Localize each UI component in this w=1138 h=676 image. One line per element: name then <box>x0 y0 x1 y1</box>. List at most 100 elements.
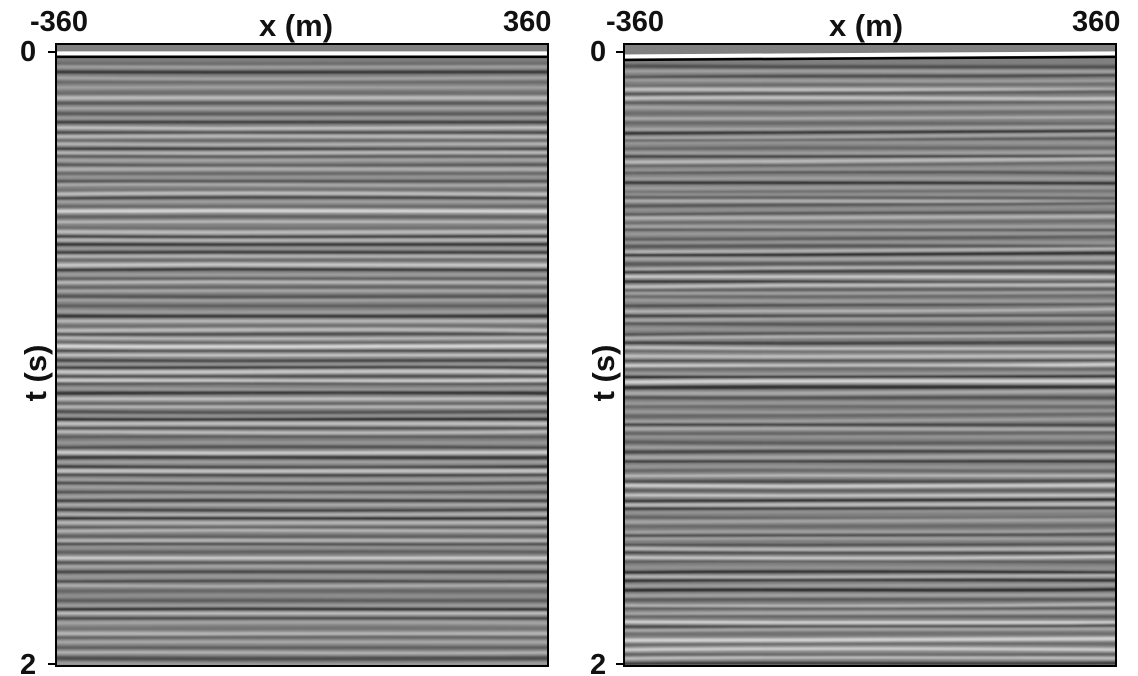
reflection-stripe <box>56 237 548 242</box>
reflection-stripe <box>624 593 1116 598</box>
panel-left-y-tick-2: 2 <box>20 649 36 676</box>
reflection-stripe <box>624 133 1116 139</box>
reflection-stripe <box>624 105 1116 111</box>
reflection-stripe <box>624 161 1116 167</box>
reflection-stripe <box>56 280 548 284</box>
reflection-stripe <box>624 464 1116 469</box>
reflection-stripe <box>624 515 1116 520</box>
reflection-stripe <box>624 610 1116 616</box>
reflection-stripe <box>56 188 548 192</box>
reflection-stripe <box>624 509 1116 514</box>
panel-right-reflections <box>624 64 1116 666</box>
reflection-stripe <box>56 258 548 262</box>
reflection-stripe <box>624 614 1116 618</box>
reflection-stripe <box>624 69 1116 73</box>
reflection-stripe <box>56 111 548 116</box>
reflection-stripe <box>56 158 548 163</box>
reflection-stripe <box>56 607 548 611</box>
reflection-stripe <box>56 327 548 333</box>
reflection-stripe <box>56 640 548 644</box>
reflection-stripe <box>624 341 1116 345</box>
reflection-stripe <box>624 326 1116 331</box>
reflection-stripe <box>56 126 548 130</box>
reflection-stripe <box>624 225 1116 229</box>
reflection-stripe <box>624 219 1116 225</box>
reflection-stripe <box>624 247 1116 253</box>
reflection-stripe <box>624 543 1116 547</box>
reflection-stripe <box>56 528 548 533</box>
reflection-stripe <box>56 430 548 434</box>
reflection-stripe <box>56 374 548 378</box>
reflection-stripe <box>624 298 1116 303</box>
reflection-stripe <box>624 157 1116 164</box>
reflection-stripe <box>624 291 1116 295</box>
reflection-stripe <box>56 413 548 417</box>
reflection-stripe <box>56 336 548 340</box>
reflection-stripe <box>624 446 1116 450</box>
reflection-stripe <box>624 498 1116 503</box>
reflection-stripe <box>624 546 1116 551</box>
reflection-stripe <box>56 550 548 554</box>
reflection-stripe <box>624 518 1116 524</box>
reflection-stripe <box>56 215 548 218</box>
reflection-stripe <box>624 418 1116 423</box>
reflection-stripe <box>624 266 1116 271</box>
reflection-stripe <box>56 195 548 200</box>
reflection-stripe <box>624 228 1116 232</box>
reflection-stripe <box>624 623 1116 629</box>
reflection-stripe <box>624 199 1116 203</box>
reflection-stripe <box>624 574 1116 578</box>
reflection-stripe <box>624 129 1116 135</box>
reflection-stripe <box>56 445 548 449</box>
reflection-stripe <box>624 316 1116 322</box>
reflection-stripe <box>624 192 1116 197</box>
reflection-stripe <box>624 379 1116 384</box>
reflection-stripe <box>56 516 548 521</box>
reflection-stripe <box>624 321 1116 326</box>
reflection-stripe <box>624 359 1116 362</box>
reflection-stripe <box>56 299 548 302</box>
panel-right-y-tick-2: 2 <box>590 649 606 676</box>
reflection-stripe <box>56 450 548 455</box>
reflection-stripe <box>56 116 548 120</box>
reflection-stripe <box>56 556 548 560</box>
reflection-stripe <box>624 73 1116 79</box>
reflection-stripe <box>56 273 548 277</box>
reflection-stripe <box>56 331 548 336</box>
reflection-stripe <box>624 409 1116 414</box>
reflection-stripe <box>56 503 548 507</box>
reflection-stripe <box>624 268 1116 274</box>
reflection-stripe <box>624 214 1116 220</box>
reflection-stripe <box>624 78 1116 83</box>
panel-right: -360 360 x (m) 0 2 t (s) <box>586 6 1120 676</box>
reflection-stripe <box>624 474 1116 478</box>
reflection-stripe <box>624 275 1116 279</box>
reflection-stripe <box>56 662 548 666</box>
reflection-stripe <box>56 584 548 588</box>
reflection-stripe <box>624 440 1116 445</box>
reflection-stripe <box>624 532 1116 538</box>
reflection-stripe <box>624 121 1116 126</box>
reflection-stripe <box>624 537 1116 540</box>
reflection-stripe <box>624 82 1116 88</box>
reflection-stripe <box>624 653 1116 657</box>
reflection-stripe <box>624 251 1116 258</box>
reflection-stripe <box>56 604 548 607</box>
panel-right-x-label: x (m) <box>829 8 903 43</box>
reflection-stripe <box>624 201 1116 208</box>
reflection-stripe <box>56 481 548 486</box>
reflection-stripe <box>56 650 548 655</box>
reflection-stripe <box>56 512 548 517</box>
panel-left-x-label: x (m) <box>259 8 333 43</box>
reflection-stripe <box>56 508 548 512</box>
reflection-stripe <box>624 372 1116 376</box>
reflection-stripe <box>624 150 1116 155</box>
first-event-trough <box>624 55 1116 62</box>
reflection-stripe <box>624 505 1116 511</box>
reflection-stripe <box>56 387 548 391</box>
reflection-stripe <box>56 230 548 235</box>
reflection-stripe <box>56 163 548 168</box>
reflection-stripe <box>56 484 548 490</box>
reflection-stripe <box>624 430 1116 436</box>
panel-right-frame <box>623 43 1117 667</box>
